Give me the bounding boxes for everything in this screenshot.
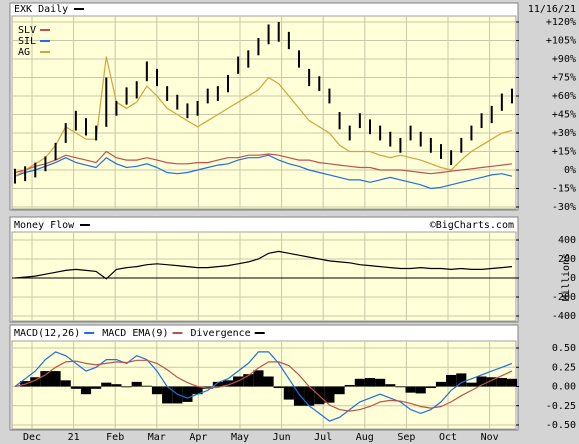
divergence-bar — [395, 386, 406, 388]
y-tick-label: 200 — [558, 254, 576, 265]
legend-label: Money Flow — [14, 220, 75, 231]
divergence-bar — [111, 384, 122, 387]
y-tick-label: 0 — [570, 273, 576, 284]
divergence-bar — [405, 386, 416, 393]
divergence-bar — [40, 371, 51, 387]
divergence-bar — [243, 374, 254, 387]
divergence-bar — [141, 385, 152, 387]
divergence-bar — [80, 386, 92, 395]
divergence-bar — [151, 386, 163, 395]
divergence-bar — [70, 386, 81, 389]
y-tick-label: -200 — [552, 292, 576, 303]
divergence-bar — [50, 371, 61, 387]
divergence-bar — [192, 386, 203, 395]
legend-label: MACD EMA(9) — [102, 328, 168, 339]
plot-area — [11, 15, 517, 210]
y-tick-label: +45% — [552, 110, 576, 121]
series-line — [14, 56, 513, 177]
y-tick-label: -30% — [552, 202, 576, 213]
plot-area — [11, 231, 517, 322]
y-tick-label: -15% — [552, 184, 576, 195]
x-tick-label: Mar — [148, 432, 166, 443]
x-tick-label: Dec — [23, 432, 41, 443]
divergence-bar — [466, 382, 477, 387]
y-tick-label: 0.25 — [552, 362, 576, 373]
divergence-bar — [486, 377, 497, 387]
divergence-bar — [324, 386, 335, 403]
divergence-bar — [91, 386, 102, 389]
divergence-bar — [385, 384, 396, 387]
x-tick-label: Sep — [397, 432, 415, 443]
y-tick-label: 0% — [564, 165, 576, 176]
divergence-bar — [283, 386, 294, 400]
y-tick-label: +90% — [552, 54, 576, 65]
x-tick-label: Aug — [356, 432, 374, 443]
series-line — [14, 154, 513, 190]
y-tick-label: +60% — [552, 91, 576, 102]
divergence-bar — [354, 378, 365, 387]
divergence-bar — [131, 381, 142, 387]
y-tick-label: +105% — [546, 36, 576, 47]
series-line — [14, 150, 513, 175]
divergence-bar — [222, 380, 234, 387]
divergence-bar — [456, 373, 467, 387]
divergence-bar — [30, 377, 41, 387]
x-tick-label: Jun — [273, 432, 291, 443]
y-tick-label: +120% — [546, 17, 576, 28]
divergence-bar — [172, 386, 183, 404]
divergence-bar — [375, 378, 386, 387]
divergence-bar — [101, 382, 112, 387]
divergence-bar — [415, 386, 426, 394]
x-tick-label: Oct — [439, 432, 457, 443]
date-label: 11/16/21 — [528, 4, 576, 15]
y-tick-label: 400 — [558, 235, 576, 246]
x-tick-label: Jul — [314, 432, 332, 443]
divergence-bar — [344, 384, 355, 387]
divergence-bar — [121, 386, 132, 388]
divergence-bar — [334, 386, 345, 395]
x-tick-label: Nov — [481, 432, 499, 443]
divergence-bar — [364, 378, 376, 387]
x-tick-label: Apr — [189, 432, 207, 443]
y-tick-label: 0.00 — [552, 382, 576, 393]
divergence-bar — [212, 381, 223, 387]
legend-label: MACD(12,26) — [14, 328, 80, 339]
divergence-bar — [496, 378, 507, 387]
divergence-bar — [60, 380, 71, 387]
x-tick-label: May — [231, 432, 249, 443]
series-line — [14, 351, 513, 422]
divergence-bar — [304, 386, 315, 406]
divergence-bar — [273, 386, 284, 389]
legend-label: SLV — [18, 25, 36, 36]
x-tick-label: 21 — [68, 432, 80, 443]
series-line — [14, 250, 513, 280]
chart-title: EXK Daily — [14, 4, 68, 15]
legend-label: AG — [18, 47, 30, 58]
series-line — [14, 359, 513, 412]
y-tick-label: +75% — [552, 73, 576, 84]
divergence-bar — [263, 376, 274, 387]
divergence-bar — [506, 378, 518, 387]
divergence-bar — [435, 381, 447, 387]
divergence-bar — [476, 376, 487, 387]
legend-label: Divergence — [190, 328, 250, 339]
y-tick-label: -0.50 — [546, 420, 576, 431]
divergence-bar — [425, 386, 436, 389]
y-tick-label: +30% — [552, 128, 576, 139]
y-tick-label: -400 — [552, 311, 576, 322]
y-tick-label: +15% — [552, 147, 576, 158]
x-tick-label: Feb — [106, 432, 124, 443]
y-tick-label: 0.50 — [552, 343, 576, 354]
y-axis-label: Millions — [561, 253, 572, 301]
divergence-bar — [182, 386, 193, 402]
y-tick-label: -0.25 — [546, 401, 576, 412]
annotation: ©BigCharts.com — [430, 220, 514, 231]
divergence-bar — [162, 386, 173, 404]
divergence-bar — [293, 386, 305, 406]
divergence-bar — [253, 370, 264, 387]
divergence-bar — [446, 374, 457, 387]
legend-label: SIL — [18, 36, 36, 47]
